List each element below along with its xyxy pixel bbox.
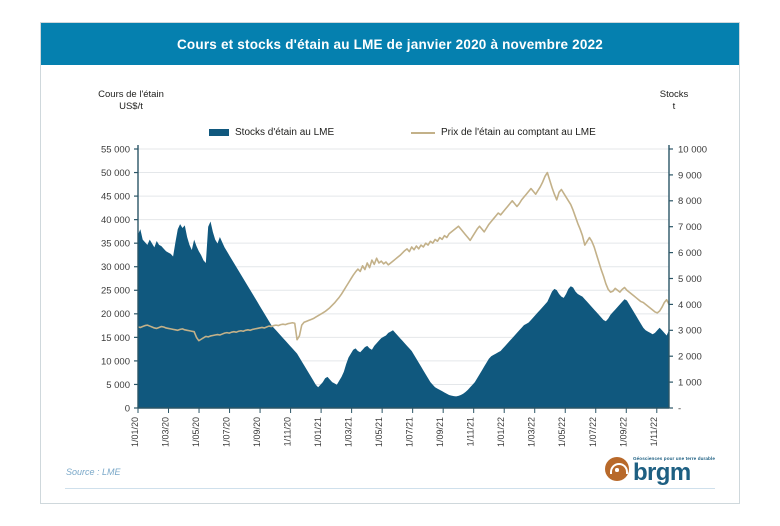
svg-text:45 000: 45 000 <box>101 191 130 202</box>
left-axis-caption: Cours de l'étain US$/t <box>98 89 164 112</box>
svg-text:5 000: 5 000 <box>678 274 702 285</box>
brgm-name: brgm <box>632 458 691 486</box>
svg-text:40 000: 40 000 <box>101 215 130 226</box>
svg-text:1/07/21: 1/07/21 <box>405 417 415 447</box>
svg-text:8 000: 8 000 <box>678 196 702 207</box>
svg-text:1/09/20: 1/09/20 <box>252 417 262 447</box>
svg-text:-: - <box>678 403 681 414</box>
area-swatch-icon <box>209 129 229 136</box>
brgm-wordmark: Géosciences pour une terre durable brgm <box>632 456 715 486</box>
x-axis-ticks: 1/01/20 1/03/20 1/05/20 1/07/20 1/09/20 1/11/… <box>130 408 659 447</box>
y-axis-right-ticks: - 1 000 2 000 3 000 4 000 5 000 6 000 7 000 8 00… <box>669 144 707 414</box>
svg-text:25 000: 25 000 <box>101 286 130 297</box>
svg-text:10 000: 10 000 <box>678 144 707 155</box>
svg-text:1/01/20: 1/01/20 <box>130 417 140 447</box>
brgm-dot-icon <box>615 468 619 472</box>
svg-text:1/01/22: 1/01/22 <box>496 417 506 447</box>
svg-text:1/07/20: 1/07/20 <box>222 417 232 447</box>
svg-text:20 000: 20 000 <box>101 309 130 320</box>
series-price-line <box>137 171 670 342</box>
legend-item-price[interactable]: Prix de l'étain au comptant au LME <box>411 127 596 138</box>
svg-text:3 000: 3 000 <box>678 326 702 337</box>
svg-text:15 000: 15 000 <box>101 333 130 344</box>
svg-text:0: 0 <box>125 403 130 414</box>
source-note: Source : LME <box>66 467 121 477</box>
page-title: Cours et stocks d'étain au LME de janvie… <box>176 36 604 52</box>
svg-text:1/09/21: 1/09/21 <box>435 417 445 447</box>
svg-text:1/01/21: 1/01/21 <box>313 417 323 447</box>
svg-text:1/11/22: 1/11/22 <box>649 417 659 446</box>
chart-figure: Cours et stocks d'étain au LME de janvie… <box>40 22 740 504</box>
series-stocks-area <box>138 221 669 408</box>
legend-label-price: Prix de l'étain au comptant au LME <box>441 127 596 138</box>
svg-text:9 000: 9 000 <box>678 170 702 181</box>
svg-text:1/09/22: 1/09/22 <box>618 417 628 447</box>
svg-text:2 000: 2 000 <box>678 352 702 363</box>
brgm-mark-icon <box>604 457 629 481</box>
y-axis-left-ticks: 0 5 000 10 000 15 000 20 000 25 000 30 000 35 0… <box>101 144 138 414</box>
svg-text:1/05/22: 1/05/22 <box>557 417 567 447</box>
line-swatch-icon <box>411 131 435 134</box>
svg-text:1/11/21: 1/11/21 <box>466 417 476 446</box>
svg-text:1/05/21: 1/05/21 <box>374 417 384 447</box>
legend-item-stocks[interactable]: Stocks d'étain au LME <box>209 127 334 138</box>
svg-text:1/11/20: 1/11/20 <box>283 417 293 446</box>
svg-text:1/07/22: 1/07/22 <box>588 417 598 447</box>
chart-title-band: Cours et stocks d'étain au LME de janvie… <box>41 23 739 65</box>
brgm-tagline: Géosciences pour une terre durable <box>632 456 715 462</box>
svg-text:30 000: 30 000 <box>101 262 130 273</box>
axis-lines <box>137 145 670 409</box>
brgm-logo: Géosciences pour une terre durable brgm <box>604 443 715 486</box>
brgm-arc-icon <box>609 463 628 474</box>
svg-text:4 000: 4 000 <box>678 300 702 311</box>
chart-svg: 0 5 000 10 000 15 000 20 000 25 000 30 000 35 0… <box>101 144 707 447</box>
footer-divider <box>65 488 715 489</box>
right-axis-caption: Stocks t <box>659 89 689 112</box>
svg-text:1/03/22: 1/03/22 <box>527 417 537 447</box>
svg-text:1/03/21: 1/03/21 <box>344 417 354 447</box>
plot-area: 0 5 000 10 000 15 000 20 000 25 000 30 000 35 0… <box>41 23 741 505</box>
svg-text:35 000: 35 000 <box>101 239 130 250</box>
svg-text:1/05/20: 1/05/20 <box>191 417 201 447</box>
chart-legend: Stocks d'étain au LME Prix de l'étain au… <box>161 127 631 143</box>
svg-text:1 000: 1 000 <box>678 378 702 389</box>
svg-text:10 000: 10 000 <box>101 356 130 367</box>
svg-text:7 000: 7 000 <box>678 222 702 233</box>
svg-text:1/03/20: 1/03/20 <box>161 417 171 447</box>
svg-text:6 000: 6 000 <box>678 248 702 259</box>
legend-label-stocks: Stocks d'étain au LME <box>235 127 335 138</box>
svg-text:55 000: 55 000 <box>101 144 130 155</box>
svg-text:50 000: 50 000 <box>101 168 130 179</box>
svg-text:5 000: 5 000 <box>106 380 130 391</box>
